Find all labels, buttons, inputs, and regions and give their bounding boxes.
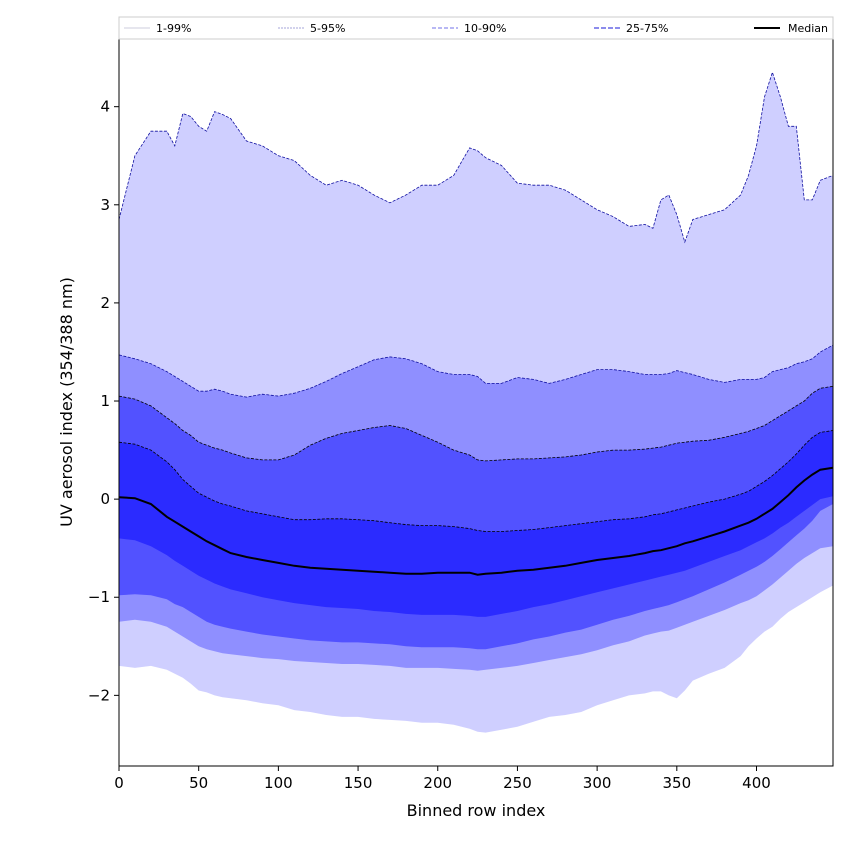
x-tick-label: 200 [423,774,452,792]
y-tick-label: −2 [88,686,110,704]
x-tick-label: 50 [189,774,208,792]
x-tick-label: 250 [503,774,532,792]
x-tick-label: 350 [662,774,691,792]
x-tick-label: 400 [742,774,771,792]
y-tick-label: 1 [100,392,110,410]
band-25-75 [119,430,833,617]
y-axis-label: UV aerosol index (354/388 nm) [57,277,76,527]
legend-box [118,16,834,40]
y-tick-label: 3 [100,196,110,214]
y-tick-label: 4 [100,98,110,116]
median-line-group [118,466,834,576]
y-axis-ticks: −2 −1 0 1 2 3 4 [88,98,119,704]
series-line-median [118,466,834,576]
x-axis-label: Binned row index [407,801,546,820]
legend-label-10-90: 10-90% [464,22,506,35]
y-tick-label: 2 [100,294,110,312]
legend-label-1-99: 1-99% [156,22,191,35]
y-tick-label: −1 [88,588,110,606]
x-tick-label: 0 [114,774,124,792]
x-axis-ticks: 0 50 100 150 200 250 300 350 400 [114,766,771,792]
legend-label-5-95: 5-95% [310,22,345,35]
band-edge-1-99 [118,70,834,244]
legend: 1-99% 5-95% 10-90% 25-75% Median [118,16,834,40]
percentile-bands [118,70,834,733]
band-edge-25-75 [118,430,834,532]
y-tick-label: 0 [100,490,110,508]
legend-label-25-75: 25-75% [626,22,668,35]
x-tick-label: 300 [583,774,612,792]
band-edge-5-95 [118,344,834,398]
x-tick-label: 150 [344,774,373,792]
x-tick-label: 100 [264,774,293,792]
legend-label-median: Median [788,22,828,35]
